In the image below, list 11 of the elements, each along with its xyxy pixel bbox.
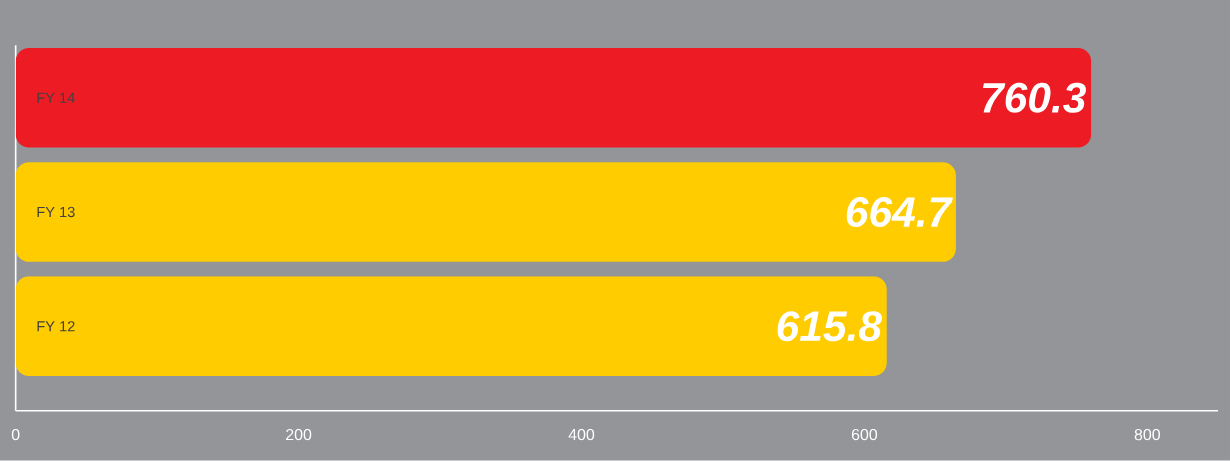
x-tick-label: 600: [851, 429, 878, 441]
y-tick-label: FY 14: [37, 92, 75, 103]
x-tick-label: 800: [1134, 429, 1160, 441]
x-tick-label: 400: [568, 429, 595, 441]
data-label: 615.8: [777, 311, 882, 342]
x-tick-label: 0: [11, 429, 20, 441]
x-tick-label: 200: [286, 429, 312, 441]
data-label: 664.7: [846, 197, 953, 228]
data-label: 760.3: [982, 82, 1086, 113]
y-tick-label: FY 13: [37, 207, 75, 218]
y-tick-label: FY 12: [37, 321, 75, 332]
